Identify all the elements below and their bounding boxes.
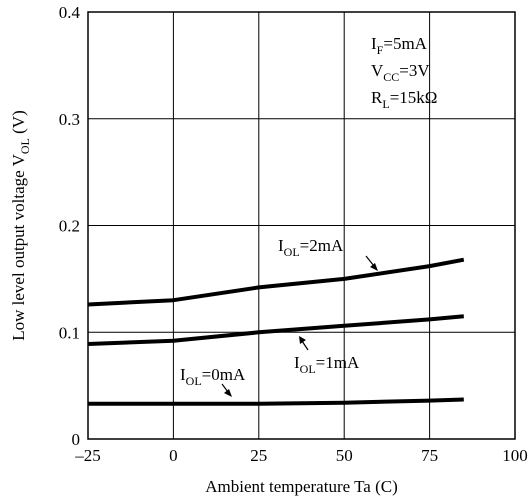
y-axis-title-unit: (V) [9,110,28,138]
y-tick-label: 0.1 [59,323,80,342]
series-label-0ma-rest: =0mA [202,365,246,384]
pointer-0ma-arrowhead [224,389,232,397]
y-tick-label: 0.3 [59,110,80,129]
x-axis-title: Ambient temperature Ta (C) [205,477,398,496]
series-label-1ma: IOL=1mA [294,353,360,376]
condition-if: IF=5mA [371,34,428,57]
condition-if-sub: F [377,43,384,57]
series-label-0ma-main: I [180,365,186,384]
series-layer [87,257,465,406]
conditions-block: IF=5mA VCC=3V RL=15kΩ [371,34,437,111]
y-axis-title: Low level output voltage VOL (V) [9,110,32,341]
series-labels: IOL=2mA IOL=1mA IOL=0mA [180,236,360,388]
x-tick-label: 75 [421,446,438,465]
grid-layer [88,12,515,439]
y-tick-label: 0.4 [59,3,81,22]
y-axis-title-sub: OL [18,138,32,154]
series-label-0ma: IOL=0mA [180,365,246,388]
pointer-1ma [301,340,309,351]
series-line-iol-1ma [87,314,464,346]
condition-vcc-sub: CC [383,70,399,84]
condition-if-main: I [371,34,377,53]
series-label-1ma-sub: OL [300,362,316,376]
x-tick-label: 25 [250,446,267,465]
condition-if-rest: =5mA [383,34,427,53]
condition-rl-rest: =15kΩ [390,88,438,107]
series-label-1ma-rest: =1mA [316,353,360,372]
pointer-2ma [365,255,375,267]
condition-rl-sub: L [382,97,389,111]
condition-rl-main: R [371,88,383,107]
series-line-iol-0ma [88,397,464,406]
condition-vcc-rest: =3V [399,61,430,80]
series-label-2ma-main: I [278,236,284,255]
series-label-2ma-sub: OL [284,245,300,259]
pointer-2ma-arrowhead [370,263,378,271]
plot-frame [87,11,516,440]
series-label-2ma-rest: =2mA [300,236,344,255]
y-tick-label: 0 [72,430,81,449]
x-tick-label: –25 [74,446,101,465]
pointer-1ma-arrowhead [299,336,306,344]
condition-vcc-main: V [371,61,384,80]
x-tick-label: 0 [169,446,178,465]
series-label-2ma: IOL=2mA [278,236,344,259]
series-line-iol-2ma [87,257,465,307]
y-tick-label: 0.2 [59,217,80,236]
x-tick-label: 50 [336,446,353,465]
x-tick-label: 100 [502,446,528,465]
series-label-0ma-sub: OL [186,374,202,388]
condition-rl: RL=15kΩ [371,88,437,111]
series-label-1ma-main: I [294,353,300,372]
pointer-layer [221,255,378,397]
y-axis-title-main: Low level output voltage V [9,153,28,340]
condition-vcc: VCC=3V [371,61,430,84]
